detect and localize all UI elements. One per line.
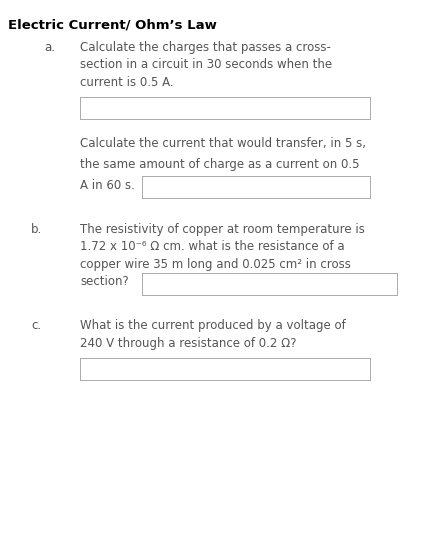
- Text: b.: b.: [31, 222, 42, 235]
- Text: the same amount of charge as a current on 0.5: the same amount of charge as a current o…: [80, 158, 359, 171]
- Text: Calculate the charges that passes a cross-: Calculate the charges that passes a cros…: [80, 41, 331, 54]
- Text: Calculate the current that would transfer, in 5 s,: Calculate the current that would transfe…: [80, 137, 366, 150]
- Text: 240 V through a resistance of 0.2 Ω?: 240 V through a resistance of 0.2 Ω?: [80, 337, 296, 349]
- Text: current is 0.5 A.: current is 0.5 A.: [80, 76, 174, 89]
- Text: copper wire 35 m long and 0.025 cm² in cross: copper wire 35 m long and 0.025 cm² in c…: [80, 258, 351, 270]
- Text: section in a circuit in 30 seconds when the: section in a circuit in 30 seconds when …: [80, 58, 332, 71]
- Text: section?: section?: [80, 275, 129, 288]
- Text: 1.72 x 10⁻⁶ Ω cm. what is the resistance of a: 1.72 x 10⁻⁶ Ω cm. what is the resistance…: [80, 240, 345, 253]
- Text: c.: c.: [32, 319, 42, 332]
- Text: A in 60 s.: A in 60 s.: [80, 179, 135, 191]
- Text: The resistivity of copper at room temperature is: The resistivity of copper at room temper…: [80, 222, 365, 235]
- Text: What is the current produced by a voltage of: What is the current produced by a voltag…: [80, 319, 346, 332]
- Text: a.: a.: [44, 41, 55, 54]
- Text: Electric Current/ Ohm’s Law: Electric Current/ Ohm’s Law: [8, 18, 217, 31]
